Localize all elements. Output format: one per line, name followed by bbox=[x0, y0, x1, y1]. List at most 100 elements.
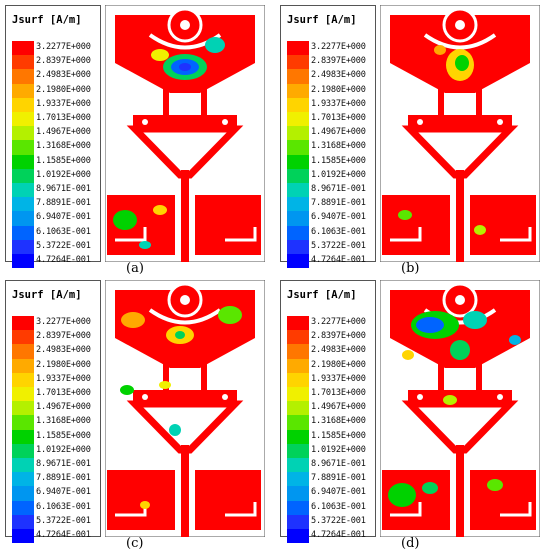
legend-swatch bbox=[287, 211, 309, 226]
legend-swatch bbox=[287, 344, 309, 359]
legend-swatch bbox=[12, 401, 34, 416]
legend-value: 1.7013E+000 bbox=[311, 113, 366, 123]
legend-title: Jsurf [A/m] bbox=[12, 14, 82, 26]
legend-swatch bbox=[12, 112, 34, 127]
legend-swatch bbox=[287, 316, 309, 331]
legend-value: 2.8397E+000 bbox=[36, 56, 91, 67]
legend-row: 6.1063E-001 bbox=[12, 225, 98, 240]
legend-row: 7.8891E-001 bbox=[287, 472, 373, 487]
legend-swatch bbox=[287, 514, 309, 529]
legend-row: 1.7013E+000 bbox=[287, 112, 373, 127]
legend-row: 1.0192E+000 bbox=[287, 443, 373, 458]
legend-swatch bbox=[287, 330, 309, 345]
legend-value: 1.7013E+000 bbox=[36, 388, 91, 398]
legend-row: 1.9337E+000 bbox=[12, 372, 98, 387]
legend-row: 5.3722E-001 bbox=[12, 239, 98, 254]
antenna-current-plot bbox=[105, 280, 265, 537]
legend-swatch bbox=[287, 486, 309, 501]
legend-value: 4.7264E-001 bbox=[36, 530, 91, 540]
legend-swatch bbox=[12, 458, 34, 473]
legend-swatch bbox=[287, 83, 309, 98]
legend-value: 1.0192E+000 bbox=[311, 444, 366, 455]
legend-swatch bbox=[12, 344, 34, 359]
legend-value: 1.4967E+000 bbox=[311, 127, 366, 138]
legend-value: 3.2277E+000 bbox=[311, 42, 366, 52]
legend-row: 8.9671E-001 bbox=[12, 183, 98, 198]
legend-title: Jsurf [A/m] bbox=[287, 14, 357, 26]
legend-value: 2.4983E+000 bbox=[311, 70, 366, 81]
legend-value: 6.9407E-001 bbox=[36, 487, 91, 498]
panel-c: Jsurf [A/m] 3.2277E+000 2.8397E+000 2.4983… bbox=[5, 280, 270, 551]
legend-row: 2.1980E+000 bbox=[12, 358, 98, 373]
legend-row: 1.7013E+000 bbox=[287, 387, 373, 402]
legend-row: 2.1980E+000 bbox=[12, 83, 98, 98]
legend-swatch bbox=[12, 472, 34, 487]
legend-row: 1.9337E+000 bbox=[12, 97, 98, 112]
legend-value: 1.4967E+000 bbox=[36, 127, 91, 138]
antenna-current-plot bbox=[105, 5, 265, 262]
legend-value: 5.3722E-001 bbox=[311, 515, 366, 526]
legend-row: 1.0192E+000 bbox=[12, 168, 98, 183]
legend-row: 7.8891E-001 bbox=[287, 197, 373, 212]
legend-value: 4.7264E-001 bbox=[311, 530, 366, 540]
legend-swatch bbox=[12, 211, 34, 226]
legend-row: 7.8891E-001 bbox=[12, 472, 98, 487]
legend-value: 3.2277E+000 bbox=[36, 42, 91, 52]
legend-value: 6.1063E-001 bbox=[311, 501, 366, 512]
legend-row: 1.1585E+000 bbox=[287, 429, 373, 444]
legend-swatch bbox=[12, 330, 34, 345]
legend-swatch bbox=[12, 55, 34, 70]
legend-value: 2.8397E+000 bbox=[36, 331, 91, 342]
legend-row: 1.7013E+000 bbox=[12, 112, 98, 127]
legend-row: 4.7264E-001 bbox=[287, 529, 373, 544]
legend-row: 3.2277E+000 bbox=[287, 41, 373, 56]
legend-value: 1.3168E+000 bbox=[311, 416, 366, 427]
legend-swatch bbox=[12, 358, 34, 373]
legend-swatch bbox=[287, 458, 309, 473]
legend-value: 4.7264E-001 bbox=[36, 255, 91, 265]
legend-title: Jsurf [A/m] bbox=[12, 289, 82, 301]
legend-swatch bbox=[287, 500, 309, 515]
legend-swatch bbox=[287, 225, 309, 240]
legend-swatch bbox=[287, 168, 309, 183]
legend-swatch bbox=[12, 514, 34, 529]
legend-value: 7.8891E-001 bbox=[311, 198, 366, 209]
legend-value: 4.7264E-001 bbox=[311, 255, 366, 265]
legend-value: 5.3722E-001 bbox=[311, 240, 366, 251]
legend-row: 1.3168E+000 bbox=[287, 140, 373, 155]
legend-swatch bbox=[287, 472, 309, 487]
legend-swatch bbox=[12, 387, 34, 402]
legend-row: 6.1063E-001 bbox=[287, 500, 373, 515]
legend-row: 4.7264E-001 bbox=[12, 254, 98, 269]
legend-value: 1.1585E+000 bbox=[36, 430, 91, 441]
legend-swatch bbox=[12, 83, 34, 98]
panel-b: Jsurf [A/m] 3.2277E+000 2.8397E+000 2.4983… bbox=[280, 5, 545, 276]
legend-row: 1.0192E+000 bbox=[287, 168, 373, 183]
legend-value: 2.1980E+000 bbox=[36, 84, 91, 95]
legend-value: 6.9407E-001 bbox=[36, 212, 91, 223]
legend-value: 1.1585E+000 bbox=[311, 155, 366, 166]
legend-swatch bbox=[287, 415, 309, 430]
legend-value: 1.9337E+000 bbox=[311, 373, 366, 384]
legend-row: 2.4983E+000 bbox=[287, 69, 373, 84]
legend-swatch bbox=[12, 69, 34, 84]
legend-swatch bbox=[287, 529, 309, 544]
panel-label: (c) bbox=[126, 536, 144, 551]
legend-swatch bbox=[287, 429, 309, 444]
legend-value: 1.3168E+000 bbox=[36, 416, 91, 427]
legend-row: 1.1585E+000 bbox=[287, 154, 373, 169]
legend-swatch bbox=[12, 126, 34, 141]
legend-swatch bbox=[12, 529, 34, 544]
legend-row: 6.9407E-001 bbox=[287, 486, 373, 501]
legend-value: 6.1063E-001 bbox=[36, 226, 91, 237]
legend-value: 6.9407E-001 bbox=[311, 487, 366, 498]
legend-row: 2.1980E+000 bbox=[287, 83, 373, 98]
legend-swatch bbox=[287, 401, 309, 416]
antenna-geometry bbox=[107, 282, 261, 537]
legend-row: 2.8397E+000 bbox=[12, 55, 98, 70]
legend-swatch bbox=[287, 69, 309, 84]
legend-value: 1.0192E+000 bbox=[36, 444, 91, 455]
legend-row: 2.8397E+000 bbox=[287, 330, 373, 345]
legend-swatch bbox=[12, 415, 34, 430]
legend-row: 5.3722E-001 bbox=[287, 239, 373, 254]
